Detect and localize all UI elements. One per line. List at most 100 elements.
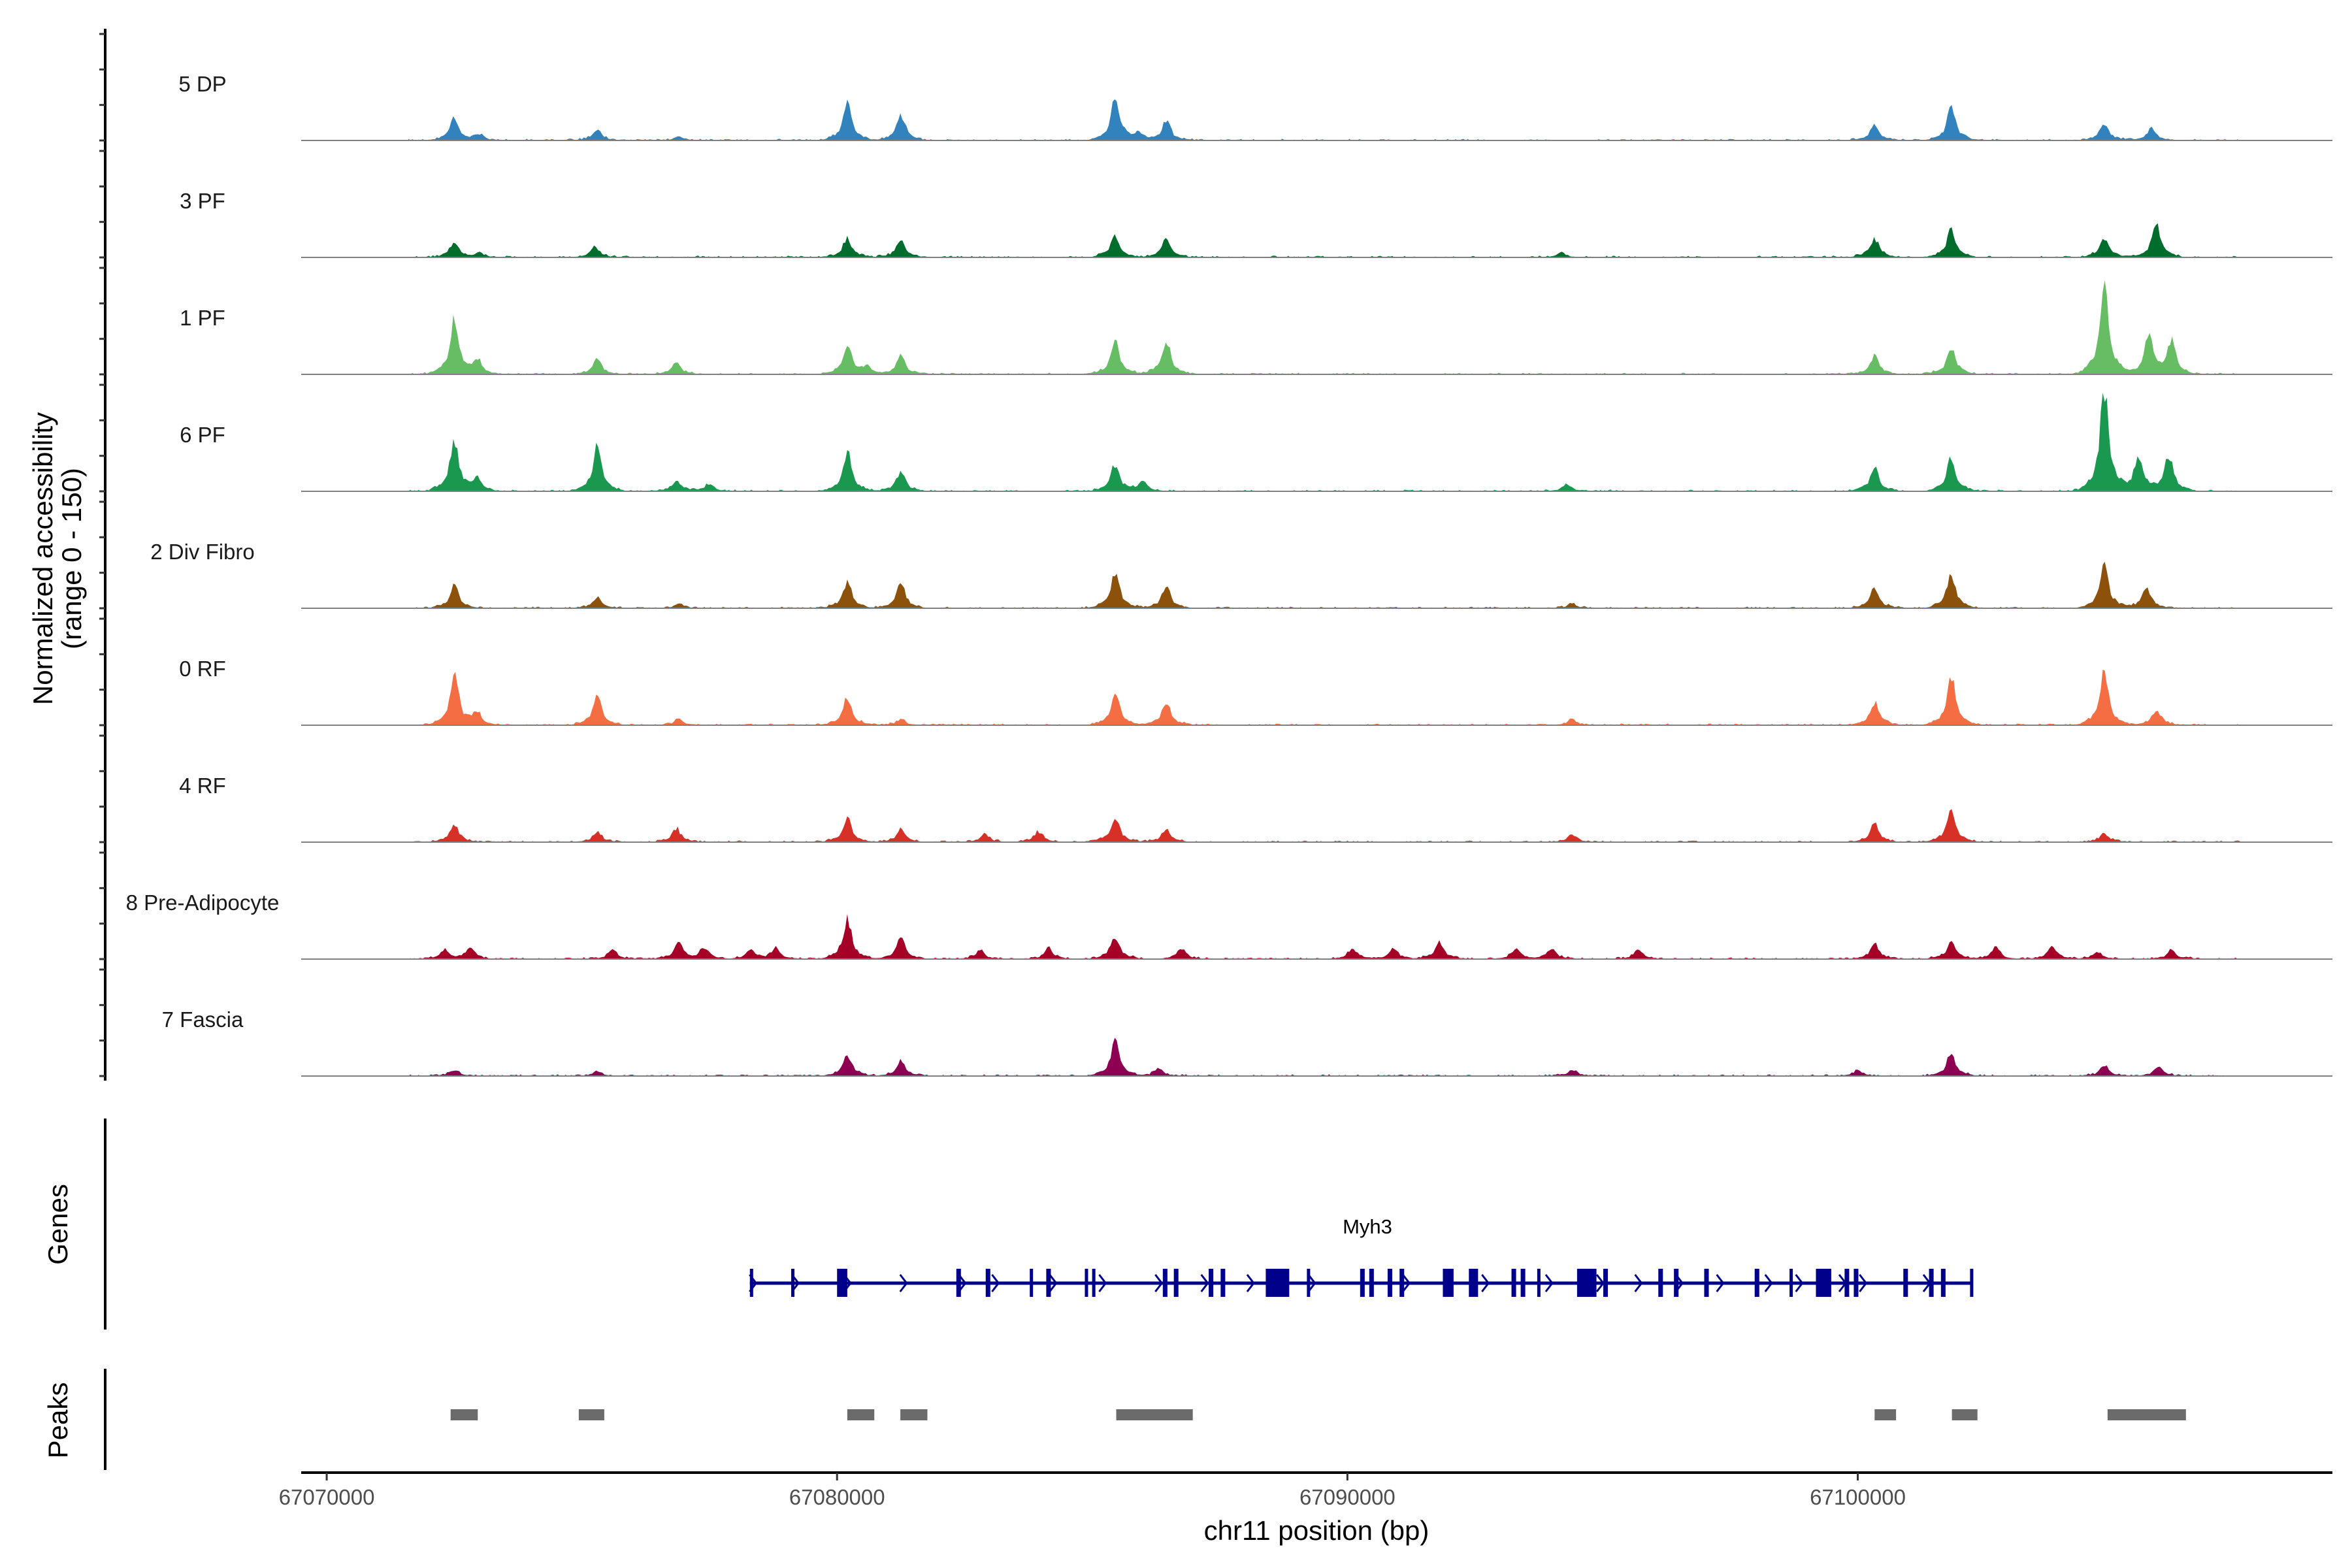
strand-arrow-icon (1764, 1274, 1773, 1292)
peak-region (900, 1409, 928, 1420)
gene-exon (1369, 1269, 1374, 1297)
gene-exon (837, 1269, 847, 1297)
strand-arrow-icon (1402, 1274, 1411, 1292)
peaks-panel-label: Peaks (42, 1382, 73, 1459)
peak-region (847, 1409, 875, 1420)
gene-exon (1085, 1269, 1088, 1297)
gene-exon (1046, 1269, 1051, 1297)
gene-exon (1603, 1269, 1608, 1297)
gene-exon (1266, 1269, 1290, 1297)
gene-exon (1443, 1269, 1454, 1297)
strand-arrow-icon (1200, 1274, 1209, 1292)
coverage-area-0-rf (408, 670, 2241, 725)
peak-region (450, 1409, 478, 1420)
strand-arrow-icon (1859, 1274, 1868, 1292)
strand-arrow-icon (958, 1274, 967, 1292)
coverage-area-4-rf (408, 809, 2241, 842)
track-label-6-pf: 6 PF (180, 423, 225, 447)
coverage-tracks: 5 DP 3 PF 1 PF 6 PF 2 Div Fibro 0 RF 4 RF 8 Pre… (126, 72, 2332, 1077)
peak-bars (450, 1409, 2186, 1420)
gene-exon (1173, 1269, 1179, 1297)
gene-exon (1789, 1269, 1793, 1297)
gene-exon (1940, 1269, 1946, 1297)
track-label-8-pre-adipocyte: 8 Pre-Adipocyte (126, 890, 280, 915)
strand-arrow-icon (1246, 1274, 1255, 1292)
strand-arrow-icon (791, 1274, 800, 1292)
strand-arrow-icon (899, 1274, 908, 1292)
gene-model-myh3 (749, 1269, 1974, 1297)
gene-exon (1511, 1269, 1516, 1297)
x-ticks: 67070000 67080000 67090000 67100000 (279, 1473, 1906, 1509)
strand-arrow-icon (843, 1274, 852, 1292)
x-tick-label: 67070000 (279, 1485, 375, 1509)
strand-arrow-icon (1922, 1274, 1931, 1292)
coverage-area-6-pf (408, 393, 2241, 491)
x-axis-title: chr11 position (bp) (1204, 1515, 1429, 1546)
track-label-1-pf: 1 PF (180, 306, 225, 330)
peak-region (1874, 1409, 1897, 1420)
track-label-7-fascia: 7 Fascia (162, 1007, 244, 1032)
y-axis-title: Normalized accessibility (27, 412, 58, 705)
gene-exon (1030, 1269, 1034, 1297)
track-label-3-pf: 3 PF (180, 189, 225, 213)
gene-exon (1816, 1269, 1831, 1297)
gene-exon (791, 1269, 794, 1297)
gene-label-myh3: Myh3 (1343, 1215, 1392, 1238)
y-axis-subtitle: (range 0 - 150) (56, 468, 87, 649)
gene-exon (1520, 1269, 1526, 1297)
gene-exon (1307, 1269, 1311, 1297)
peak-region (2107, 1409, 2186, 1420)
gene-exon (1209, 1269, 1214, 1297)
gene-exon (1970, 1269, 1974, 1297)
strand-arrow-icon (1634, 1274, 1643, 1292)
coverage-area-2-div-fibro (408, 561, 2241, 608)
gene-exon (1469, 1269, 1478, 1297)
coverage-area-5-dp (408, 99, 2241, 140)
gene-exon (985, 1269, 990, 1297)
gene-exon (1387, 1269, 1392, 1297)
strand-arrow-icon (1795, 1274, 1804, 1292)
gene-exon (1360, 1269, 1365, 1297)
genes-panel-label: Genes (42, 1184, 73, 1265)
gene-exon (1537, 1269, 1541, 1297)
gene-exon (1844, 1269, 1850, 1297)
track-label-5-dp: 5 DP (178, 72, 226, 96)
x-tick-label: 67080000 (789, 1485, 885, 1509)
strand-arrow-icon (749, 1274, 758, 1292)
strand-arrow-icon (1307, 1274, 1316, 1292)
gene-exon (1162, 1269, 1168, 1297)
coverage-area-1-pf (408, 280, 2241, 374)
gene-exon (1903, 1269, 1908, 1297)
y-axis (99, 29, 106, 1081)
x-axis: 67070000 67080000 67090000 67100000 chr11 p… (279, 1471, 2332, 1546)
peak-region (578, 1409, 604, 1420)
x-tick-label: 67090000 (1299, 1485, 1396, 1509)
strand-arrow-icon (1544, 1274, 1554, 1292)
gene-exon (1854, 1269, 1859, 1297)
track-label-0-rf: 0 RF (179, 657, 226, 681)
strand-arrow-icon (1838, 1274, 1847, 1292)
strand-arrow-icon (991, 1274, 1000, 1292)
gene-exon (1092, 1269, 1096, 1297)
gene-exon (1704, 1269, 1709, 1297)
gene-exon (1674, 1269, 1679, 1297)
gene-exon (1929, 1269, 1934, 1297)
strand-arrow-icon (1674, 1274, 1684, 1292)
strand-arrow-icon (1154, 1274, 1164, 1292)
gene-exon (1754, 1269, 1759, 1297)
coverage-area-8-pre-adipocyte (408, 914, 2241, 959)
track-label-4-rf: 4 RF (179, 774, 226, 798)
coverage-area-7-fascia (408, 1037, 2241, 1076)
x-tick-label: 67100000 (1810, 1485, 1906, 1509)
coverage-area-3-pf (408, 223, 2241, 257)
strand-arrow-icon (1716, 1274, 1725, 1292)
gene-exon (1658, 1269, 1663, 1297)
gene-exon (1399, 1269, 1405, 1297)
gene-exon (749, 1269, 753, 1297)
track-label-2-div-fibro: 2 Div Fibro (150, 540, 255, 564)
strand-arrow-icon (1098, 1274, 1107, 1292)
strand-arrow-icon (1049, 1274, 1058, 1292)
genes-panel: Genes Myh3 (42, 1119, 1974, 1330)
peak-region (1116, 1409, 1193, 1420)
